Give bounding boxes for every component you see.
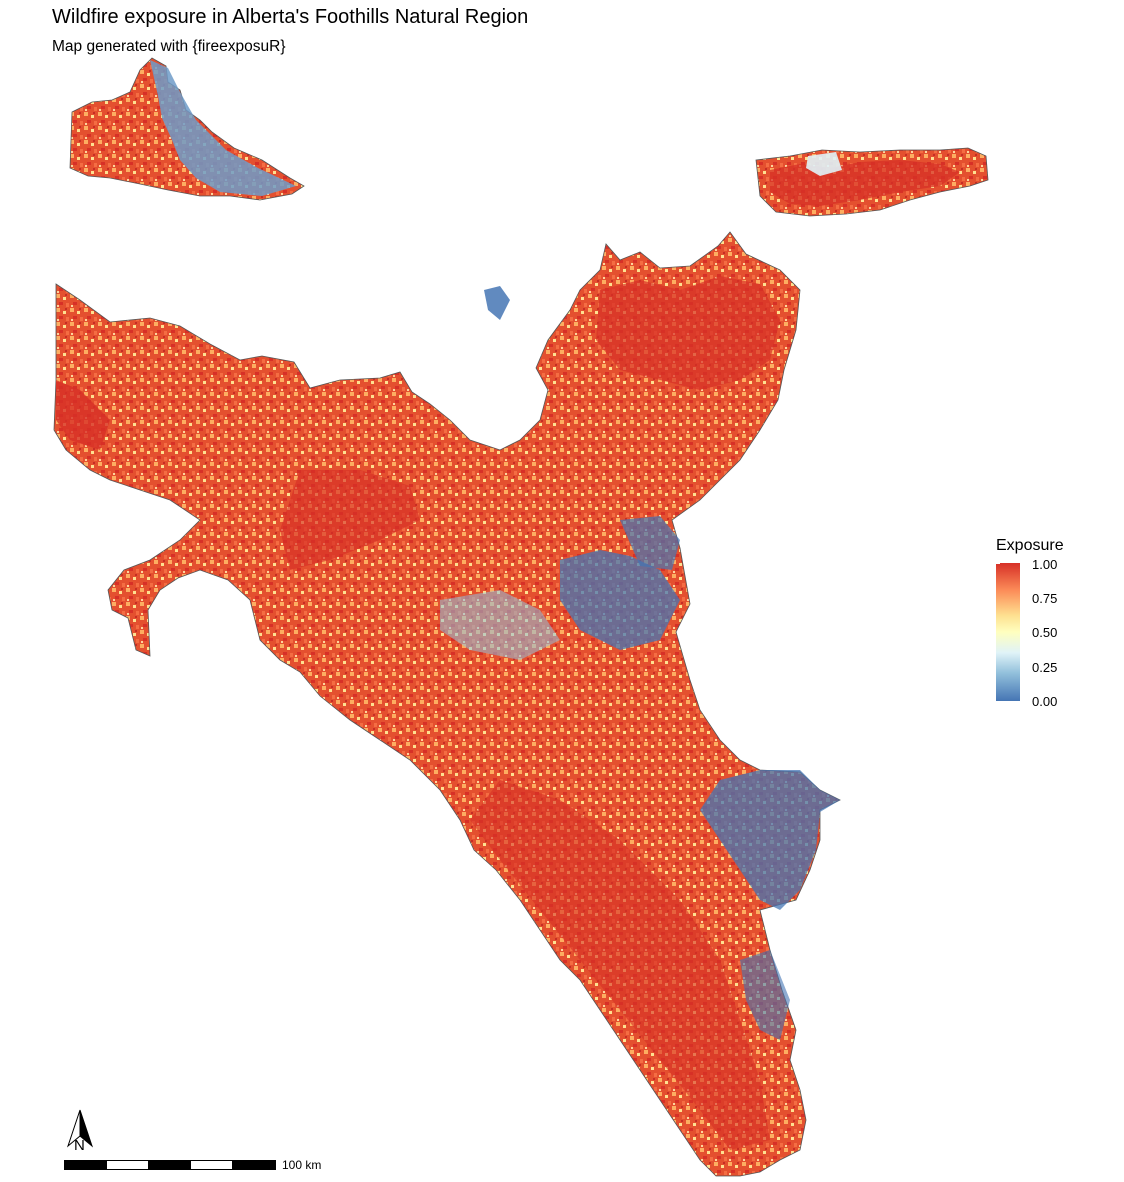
legend-tick-0: 0.00: [1032, 694, 1058, 709]
scale-segment-1: [64, 1160, 107, 1170]
scale-segment-4: [190, 1160, 233, 1170]
low-exposure-patch-south-edge: [740, 950, 790, 1040]
scale-segment-5: [232, 1160, 276, 1170]
north-arrow-icon: N: [66, 1109, 94, 1154]
high-exposure-patch-north: [596, 276, 780, 390]
north-arrow: N: [64, 1108, 96, 1157]
scale-segment-3: [148, 1160, 191, 1170]
high-exposure-patch-center: [280, 470, 420, 570]
low-exposure-patch-east: [560, 550, 680, 650]
legend: Exposure 1.00 0.75 0.50 0.25 0.00: [996, 537, 1064, 708]
map-subtitle: Map generated with {fireexposuR}: [52, 38, 286, 55]
high-exposure-patch-west: [56, 380, 110, 450]
low-exposure-patch-upper: [484, 286, 510, 320]
low-exposure-patch-ne: [806, 152, 842, 176]
low-exposure-patch-nw: [150, 60, 296, 196]
low-exposure-patch-southeast: [700, 770, 840, 910]
legend-tick-075: 0.75: [1032, 591, 1058, 606]
scale-label: 100 km: [282, 1158, 322, 1172]
legend-tick-025: 0.25: [1032, 660, 1058, 675]
map-title: Wildfire exposure in Alberta's Foothills…: [52, 6, 529, 28]
low-exposure-patch-east-edge: [620, 516, 680, 570]
high-exposure-patch-south: [470, 780, 770, 1150]
legend-title: Exposure: [996, 537, 1064, 554]
legend-tick-1: 1.00: [1032, 557, 1058, 572]
legend-colorbar: [996, 563, 1020, 701]
north-label: N: [74, 1137, 85, 1152]
legend-tick-050: 0.50: [1032, 625, 1058, 640]
low-exposure-patch-mid: [440, 590, 560, 660]
scale-segment-2: [106, 1160, 149, 1170]
